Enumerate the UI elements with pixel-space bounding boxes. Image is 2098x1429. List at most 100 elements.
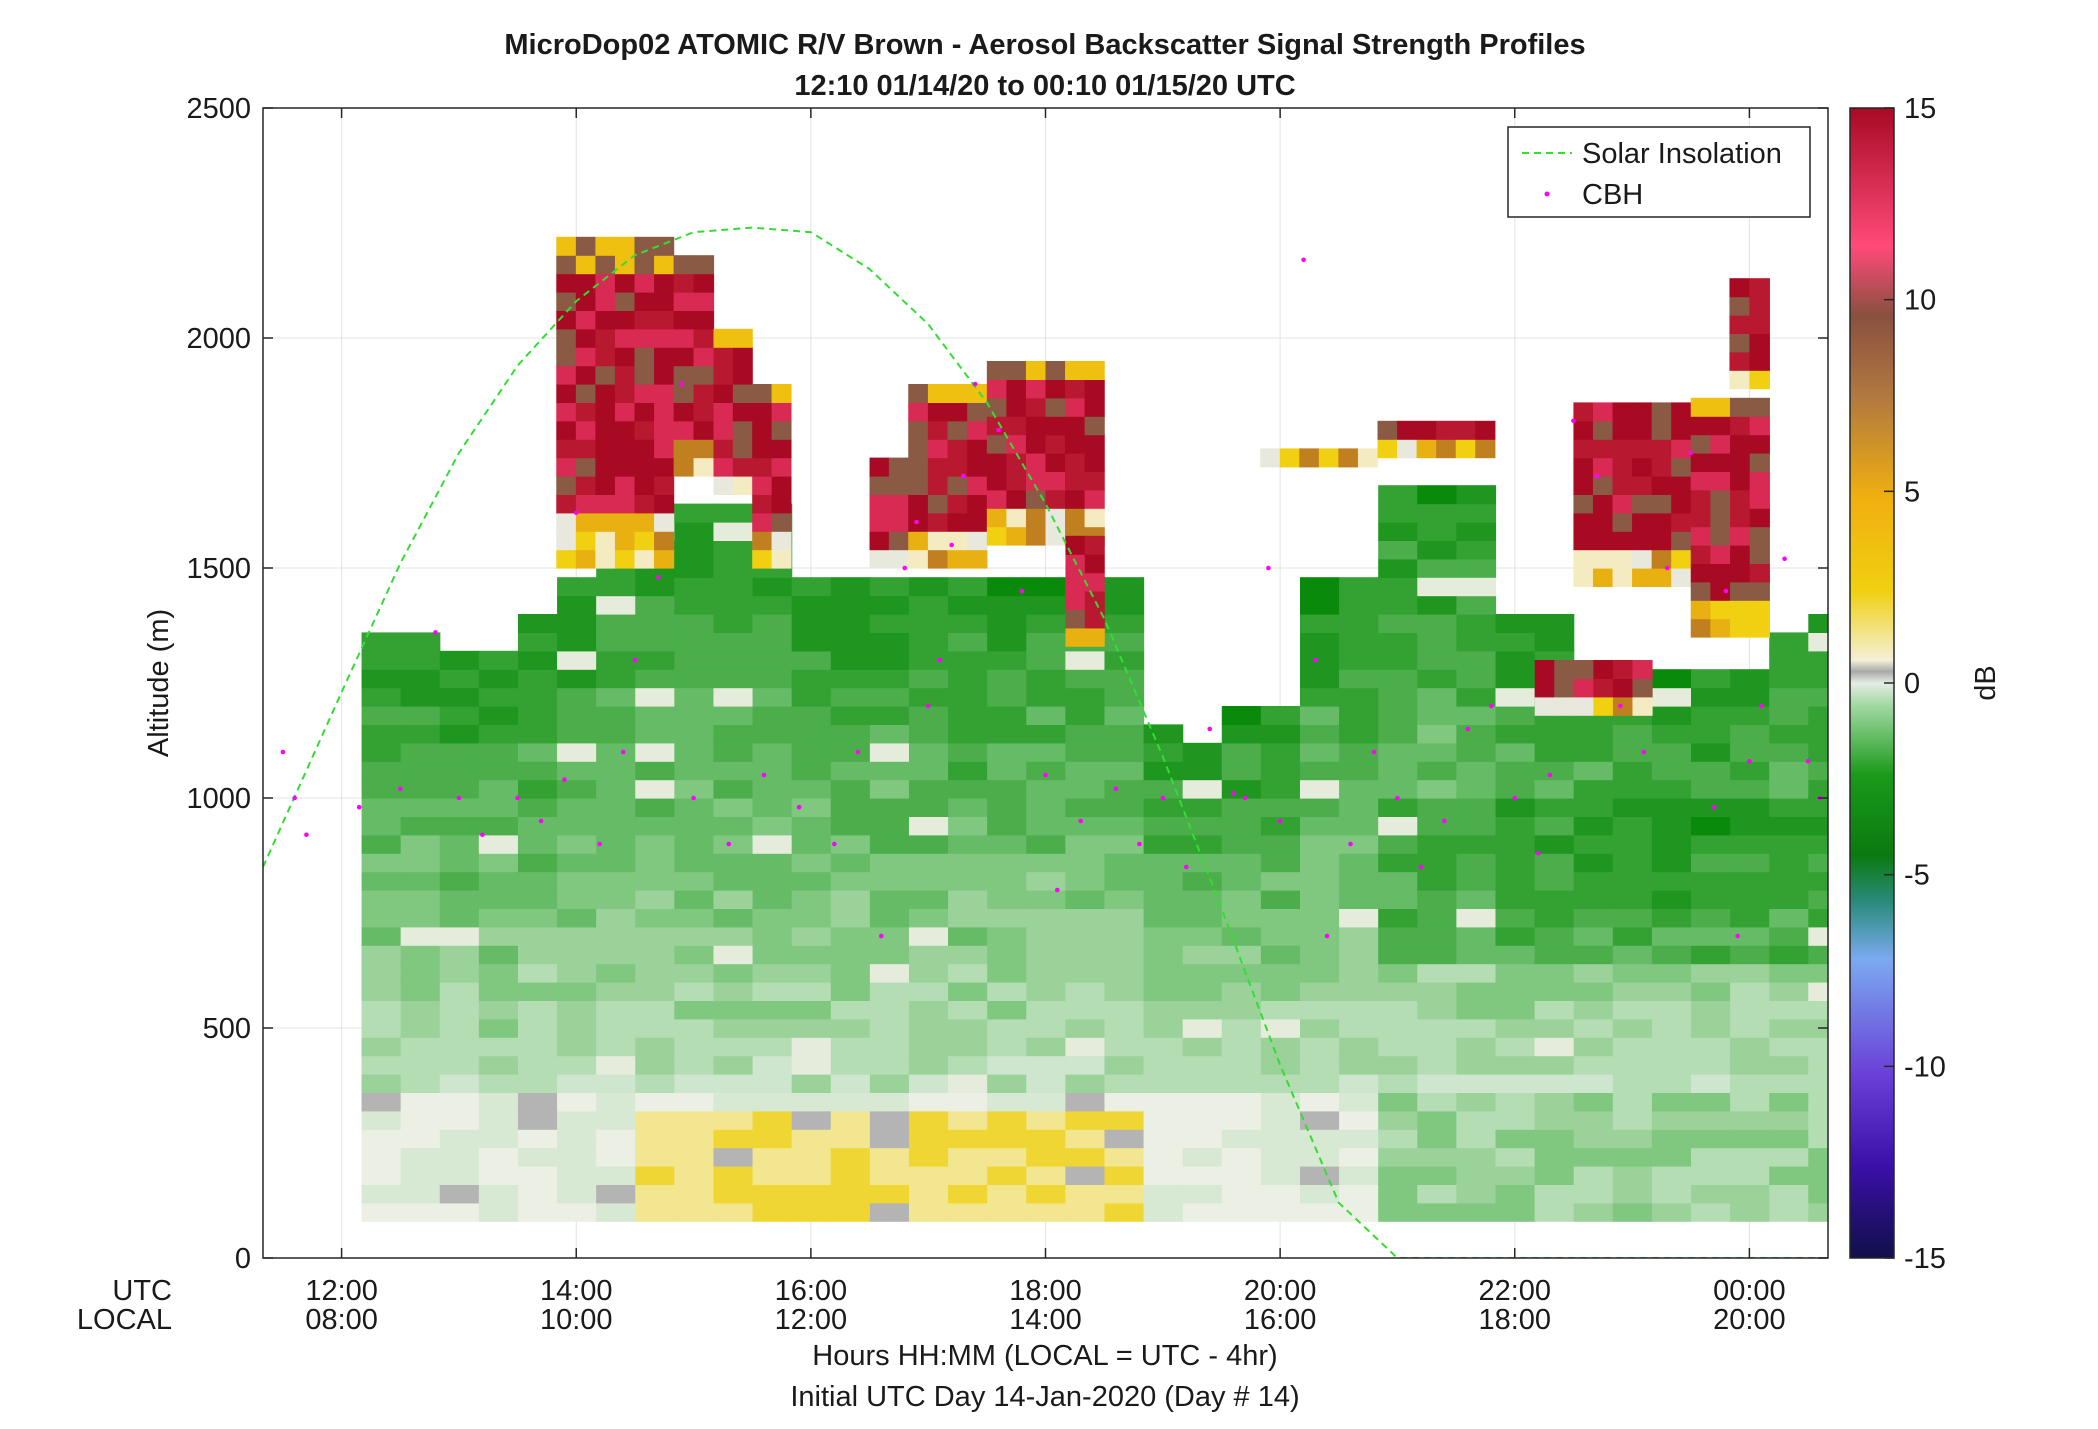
heat-cell xyxy=(557,669,597,689)
heat-cell xyxy=(908,926,949,946)
heat-cell xyxy=(1690,834,1731,854)
cloud-cell xyxy=(1065,591,1086,610)
heat-cell xyxy=(1104,926,1145,946)
heat-cell xyxy=(1651,687,1692,707)
heat-cell xyxy=(1808,632,1828,652)
cloud-cell xyxy=(654,420,675,440)
heat-cell xyxy=(400,706,441,725)
heat-cell xyxy=(1182,761,1223,781)
heat-cell xyxy=(596,761,636,781)
heat-cell xyxy=(1769,1184,1809,1204)
heat-cell xyxy=(1651,1092,1692,1112)
cloud-cell xyxy=(947,384,968,403)
heat-cell xyxy=(635,687,675,707)
heatmap-cells xyxy=(361,236,1828,1222)
heat-cell xyxy=(869,742,910,762)
cbh-point xyxy=(691,795,696,801)
cloud-cell xyxy=(1730,489,1751,509)
cloud-cell xyxy=(888,476,909,495)
heat-cell xyxy=(1612,926,1653,946)
heat-cell xyxy=(1690,724,1731,744)
heat-cell xyxy=(1730,1166,1770,1185)
heat-cell xyxy=(987,908,1027,928)
heat-cell xyxy=(1495,632,1536,652)
heat-cell xyxy=(1378,1092,1418,1112)
heat-cell xyxy=(478,779,519,799)
heat-cell xyxy=(517,761,558,781)
cloud-cell xyxy=(1573,678,1594,698)
heat-cell xyxy=(1534,1000,1575,1020)
cloud-cell xyxy=(634,255,655,275)
heat-cell xyxy=(1730,963,1770,983)
heat-cell xyxy=(1534,816,1575,836)
cloud-cell xyxy=(869,457,890,477)
cbh-point xyxy=(832,841,837,847)
heat-cell xyxy=(1104,1166,1145,1185)
heat-cell xyxy=(1495,1037,1536,1057)
heat-cell xyxy=(791,1184,832,1204)
cloud-cell xyxy=(595,402,616,422)
heat-cell xyxy=(1769,1092,1809,1112)
heat-cell xyxy=(713,1184,754,1204)
heat-cell xyxy=(1339,706,1379,725)
heat-cell xyxy=(1690,798,1731,817)
heat-cell xyxy=(1456,669,1497,689)
heat-cell xyxy=(1651,963,1692,983)
cloud-cell xyxy=(634,310,655,330)
cloud-cell xyxy=(752,512,773,532)
cloud-cell xyxy=(713,439,734,459)
cloud-cell xyxy=(693,402,715,422)
heat-cell xyxy=(674,540,715,560)
cloud-cell xyxy=(1065,609,1086,629)
cloud-cell xyxy=(1729,333,1750,353)
cloud-cell xyxy=(595,512,616,532)
cloud-cell xyxy=(1025,471,1047,491)
heat-cell xyxy=(713,890,754,909)
heat-cell xyxy=(1026,1000,1066,1020)
cloud-cell xyxy=(1730,508,1751,528)
heat-cell xyxy=(1260,1166,1301,1185)
heat-cell xyxy=(635,779,675,799)
cbh-point xyxy=(1277,818,1283,824)
heat-cell xyxy=(908,577,949,597)
cloud-cell xyxy=(654,439,675,459)
heat-cell xyxy=(1690,1092,1731,1112)
heat-cell xyxy=(1612,945,1653,965)
cloud-cell xyxy=(908,384,929,403)
heat-cell xyxy=(1026,834,1066,854)
heat-cell xyxy=(830,834,871,854)
heat-cell xyxy=(361,1166,402,1185)
heat-cell xyxy=(1339,1000,1379,1020)
heat-cell xyxy=(517,650,558,670)
heat-cell xyxy=(439,761,480,781)
heat-cell xyxy=(1495,1055,1536,1075)
heat-cell xyxy=(1182,1202,1223,1222)
heat-cell xyxy=(1651,1037,1692,1057)
heat-cell xyxy=(869,687,910,707)
heat-cell xyxy=(752,1184,793,1204)
cloud-cell xyxy=(1065,397,1086,417)
cloud-cell xyxy=(752,439,773,459)
heat-cell xyxy=(1456,742,1497,762)
cbh-point xyxy=(679,381,685,387)
cloud-cell xyxy=(713,347,734,367)
cloud-cell xyxy=(634,439,655,459)
cloud-cell xyxy=(693,365,715,385)
heat-cell xyxy=(1573,779,1614,799)
cloud-cell xyxy=(1690,471,1711,491)
heat-cell xyxy=(1221,1055,1262,1075)
heat-cell xyxy=(635,816,675,836)
heat-cell xyxy=(1730,1074,1770,1093)
cloud-cell xyxy=(1045,361,1066,380)
x-axis-ticks: 12:0008:0014:0010:0016:0012:0018:0014:00… xyxy=(305,108,1786,1336)
cloud-cell xyxy=(1006,397,1027,417)
heat-cell xyxy=(1417,871,1457,891)
cloud-cell xyxy=(575,255,596,275)
cloud-cell xyxy=(1045,453,1066,472)
heat-cell xyxy=(1690,669,1731,689)
heat-cell xyxy=(791,834,832,854)
heat-cell xyxy=(830,982,871,1001)
heat-cell xyxy=(361,1000,402,1020)
heat-cell xyxy=(1221,890,1262,909)
cloud-cell xyxy=(1749,508,1770,528)
